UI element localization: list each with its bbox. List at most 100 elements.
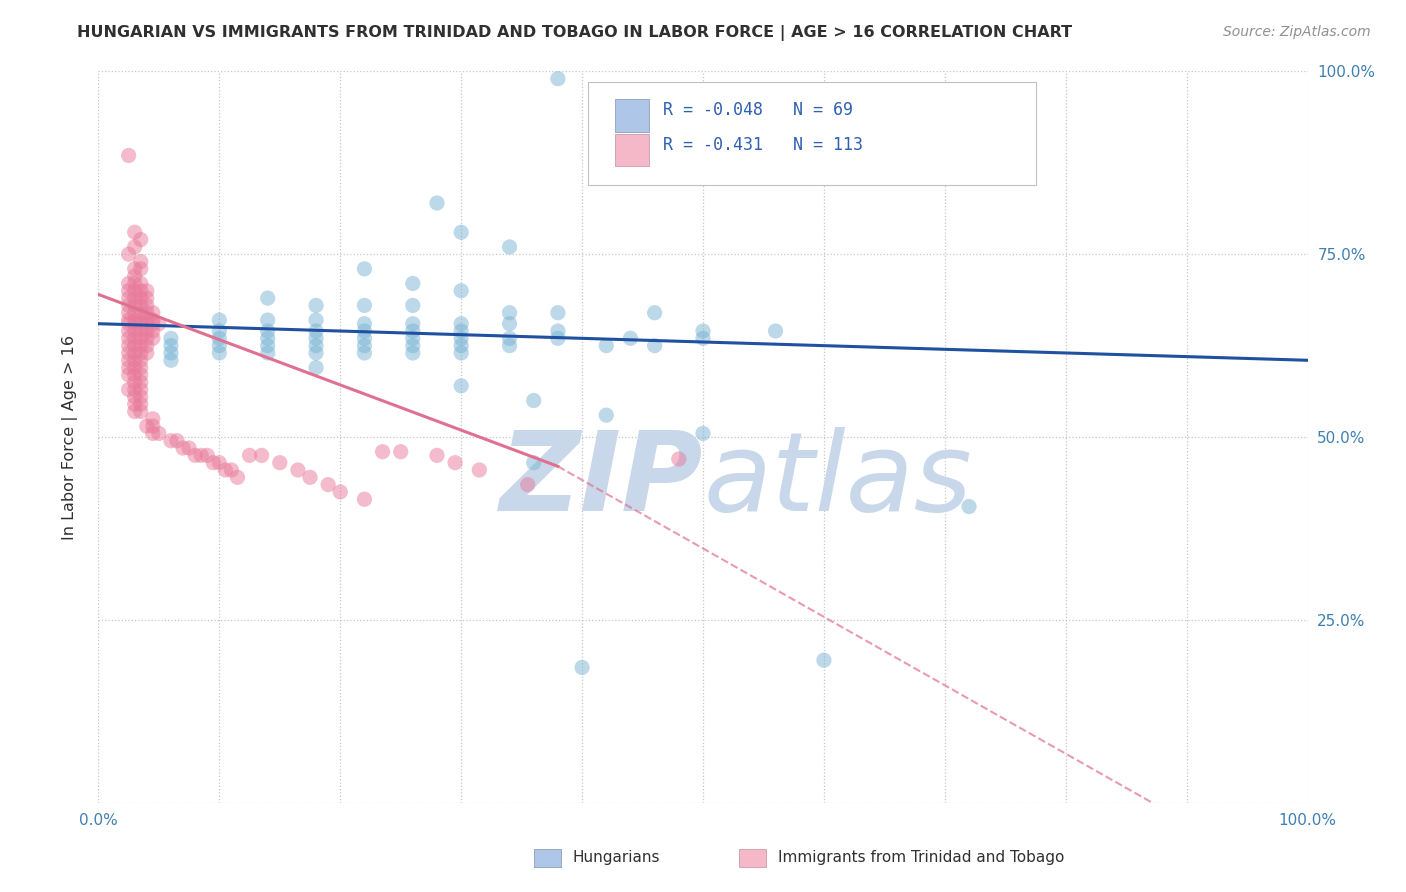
Point bbox=[124, 404, 146, 418]
Point bbox=[402, 277, 425, 291]
Point bbox=[547, 306, 569, 320]
Point bbox=[450, 346, 472, 360]
Point bbox=[166, 434, 188, 448]
Point bbox=[221, 463, 243, 477]
Point bbox=[129, 261, 152, 276]
FancyBboxPatch shape bbox=[614, 99, 648, 132]
Point bbox=[124, 269, 146, 284]
FancyBboxPatch shape bbox=[588, 82, 1035, 185]
Point bbox=[202, 456, 225, 470]
Point bbox=[523, 393, 546, 408]
Point bbox=[498, 317, 520, 331]
Point bbox=[523, 456, 546, 470]
Point bbox=[129, 397, 152, 411]
FancyBboxPatch shape bbox=[614, 134, 648, 167]
Point bbox=[129, 390, 152, 404]
Point bbox=[118, 313, 141, 327]
Text: ZIP: ZIP bbox=[499, 427, 703, 534]
Point bbox=[142, 331, 165, 345]
Point bbox=[129, 383, 152, 397]
Point bbox=[118, 284, 141, 298]
Point bbox=[765, 324, 787, 338]
Point bbox=[135, 419, 157, 434]
Point bbox=[118, 368, 141, 382]
Point bbox=[135, 313, 157, 327]
Point bbox=[124, 225, 146, 239]
Point bbox=[371, 444, 394, 458]
Point bbox=[353, 492, 375, 507]
Point bbox=[124, 353, 146, 368]
FancyBboxPatch shape bbox=[534, 848, 561, 867]
Text: R = -0.048   N = 69: R = -0.048 N = 69 bbox=[664, 101, 853, 120]
Point bbox=[124, 284, 146, 298]
Point bbox=[124, 291, 146, 305]
Point bbox=[124, 324, 146, 338]
Point bbox=[142, 412, 165, 426]
Point bbox=[118, 291, 141, 305]
Point bbox=[305, 338, 328, 352]
Point bbox=[813, 653, 835, 667]
Point bbox=[957, 500, 980, 514]
Point bbox=[142, 426, 165, 441]
Point bbox=[129, 376, 152, 390]
Point bbox=[118, 324, 141, 338]
Point bbox=[135, 338, 157, 352]
Point bbox=[516, 477, 538, 491]
Point bbox=[402, 346, 425, 360]
Point bbox=[184, 448, 207, 462]
Point bbox=[135, 298, 157, 312]
Point bbox=[148, 317, 170, 331]
Point bbox=[595, 408, 617, 422]
Point bbox=[129, 233, 152, 247]
Point bbox=[118, 148, 141, 162]
Point bbox=[172, 441, 194, 455]
Point bbox=[239, 448, 262, 462]
Point bbox=[269, 456, 291, 470]
Text: Immigrants from Trinidad and Tobago: Immigrants from Trinidad and Tobago bbox=[779, 850, 1064, 865]
Point bbox=[450, 379, 472, 393]
Point bbox=[692, 324, 714, 338]
Point bbox=[765, 152, 787, 166]
Point bbox=[142, 317, 165, 331]
Text: R = -0.431   N = 113: R = -0.431 N = 113 bbox=[664, 136, 863, 153]
Point bbox=[547, 324, 569, 338]
Point bbox=[129, 306, 152, 320]
Point bbox=[450, 324, 472, 338]
Point bbox=[402, 298, 425, 312]
Point bbox=[118, 317, 141, 331]
Point bbox=[124, 306, 146, 320]
Point bbox=[135, 306, 157, 320]
Point bbox=[124, 277, 146, 291]
Point bbox=[389, 444, 412, 458]
Point bbox=[129, 254, 152, 268]
Point bbox=[124, 383, 146, 397]
Point bbox=[160, 331, 183, 345]
Point bbox=[118, 298, 141, 312]
Point bbox=[256, 346, 278, 360]
Point bbox=[305, 324, 328, 338]
Point bbox=[118, 277, 141, 291]
Point bbox=[129, 298, 152, 312]
Point bbox=[450, 338, 472, 352]
Point bbox=[571, 660, 593, 674]
Point bbox=[135, 331, 157, 345]
Point bbox=[118, 383, 141, 397]
Y-axis label: In Labor Force | Age > 16: In Labor Force | Age > 16 bbox=[62, 334, 77, 540]
Point bbox=[135, 317, 157, 331]
Point bbox=[256, 338, 278, 352]
Point bbox=[135, 346, 157, 360]
Point bbox=[179, 441, 201, 455]
Point bbox=[402, 324, 425, 338]
Point bbox=[498, 306, 520, 320]
Point bbox=[644, 306, 666, 320]
Point bbox=[692, 331, 714, 345]
Point bbox=[129, 331, 152, 345]
Point bbox=[195, 448, 218, 462]
Point bbox=[498, 331, 520, 345]
Point bbox=[692, 426, 714, 441]
Point bbox=[129, 353, 152, 368]
Point bbox=[353, 346, 375, 360]
Point bbox=[547, 71, 569, 86]
Point bbox=[498, 338, 520, 352]
Point bbox=[208, 324, 231, 338]
